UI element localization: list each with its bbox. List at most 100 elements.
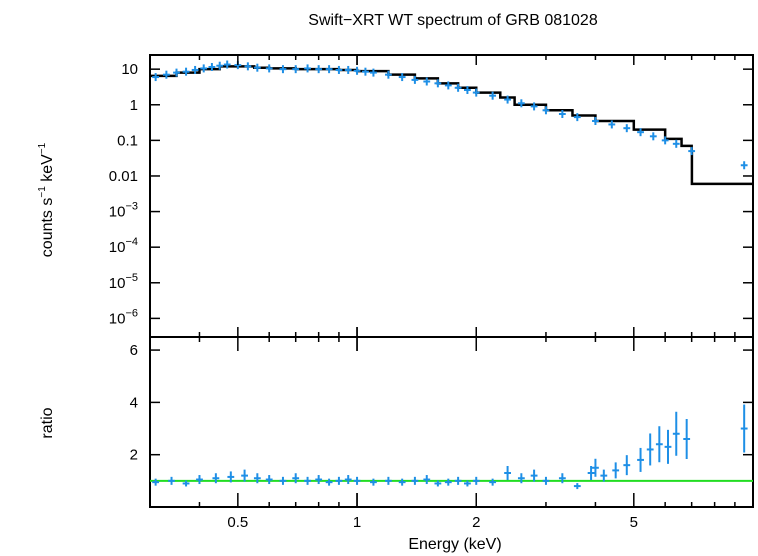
x-tick-label: 5 [630,514,638,531]
ratio-data-point [444,478,452,486]
y-tick-label: 10−4 [109,236,138,256]
ratio-data-point [489,478,497,486]
y-tick-label: 6 [130,342,138,359]
spectrum-data-point [173,68,180,77]
x-tick-label: 2 [472,514,480,531]
ratio-data-point [335,476,343,485]
spectrum-data-point [152,73,160,82]
ratio-data-point [196,475,203,485]
ratio-data-point [646,433,654,466]
spectrum-data-point [223,60,231,69]
ratio-data-point [370,478,377,486]
ratio-data-point [517,473,525,484]
spectrum-data-point [454,83,462,92]
y-tick-label-base: 0.1 [117,132,138,149]
chart-title: Swift−XRT WT spectrum of GRB 081028 [308,12,598,29]
ratio-data-point [683,419,691,459]
y-tick-label-base: 10 [109,204,126,221]
spectrum-data-point [672,139,680,148]
x-tick-label: 0.5 [227,514,248,531]
spectrum-data-point [542,106,550,115]
ratio-data-point [152,478,160,486]
y-tick-label: 2 [130,447,138,464]
ratio-panel: 2 4 6 0.5 1 2 5 ratio Energy (keV) [39,336,754,553]
ratio-data-point [464,480,471,487]
ratio-data-point [454,476,462,485]
spectrum-data-point [573,113,581,122]
spectrum-data-point [398,73,406,82]
spectrum-data-point [315,65,323,74]
ratio-data-point [472,476,480,485]
spectrum-data-point [472,88,480,97]
spectrum-data-point [517,99,525,108]
spectrum-data-point [411,75,419,84]
spectrum-data-point [423,77,431,86]
y-tick-label-exp: −5 [125,272,138,284]
ratio-data-point [434,480,442,487]
spectrum-data-point [504,95,511,104]
spectrum-data-point [592,117,599,126]
spectrum-data-point [558,110,566,119]
spectrum-data-point [244,62,252,71]
spectrum-data-points [152,60,748,170]
spectrum-data-point [370,68,377,77]
ratio-data-point [530,469,538,482]
y-tick-label: 10−6 [109,307,138,327]
y-tick-label: 10 [121,61,138,78]
ratio-data-point [315,475,323,485]
ratio-data-point [558,473,566,484]
ratio-data-point [168,476,175,485]
y-tick-label-base: 1 [130,97,138,114]
spectrum-data-point [740,161,748,170]
spectrum-frame [149,54,754,338]
ratio-data-point [573,483,581,490]
spectrum-data-point [292,65,300,74]
x-axis-label: Energy (keV) [408,536,501,553]
spectrum-data-point [200,64,208,73]
ratio-data-point [423,475,431,485]
spectrum-data-point [304,64,311,73]
spectrum-data-point [182,67,190,76]
spectrum-data-point [661,136,669,145]
spectrum-data-point [384,70,392,79]
ratio-data-point [740,404,748,453]
y-tick-label: 10−3 [109,201,138,221]
ratio-data-point [182,480,190,487]
spectrum-data-point [688,147,696,156]
spectrum-data-point [279,65,287,74]
ratio-data-point [612,462,620,479]
spectrum-data-point [208,63,216,72]
ratio-data-point [265,475,273,485]
ratio-data-point [344,475,352,485]
y-tick-label: 4 [130,394,138,411]
spectrum-model-line [150,65,753,186]
spectrum-data-point [530,102,538,111]
spectrum-data-point [353,66,361,75]
y-tick-label-base: 10 [109,239,126,256]
spectrum-data-point [637,128,644,137]
y-tick-label-exp: −3 [125,201,138,213]
spectrum-x-ticks [149,55,754,337]
y-tick-label: 10−5 [109,272,138,292]
ratio-data-point [600,469,608,482]
ratio-data-point [212,473,220,484]
spectrum-data-point [325,65,333,74]
ratio-x-ticks: 0.5 1 2 5 [149,337,754,531]
ratio-data-point [398,478,406,486]
ratio-data-point [592,458,599,477]
ratio-data-point [664,429,672,464]
ratio-data-point [325,478,333,486]
y-tick-label: 1 [130,97,138,114]
spectrum-data-point [489,91,497,100]
spectrum-data-point [162,70,170,79]
ratio-data-point [623,455,631,476]
ratio-y-ticks: 2 4 6 [130,342,753,464]
ratio-data-point [304,476,311,485]
spectrum-data-point [649,132,657,141]
y-tick-label-base: 10 [121,61,138,78]
ratio-data-point [241,469,248,482]
spectrum-data-point [608,120,616,129]
y-axis-label-spectrum: counts s−1 keV−1 [37,142,56,257]
